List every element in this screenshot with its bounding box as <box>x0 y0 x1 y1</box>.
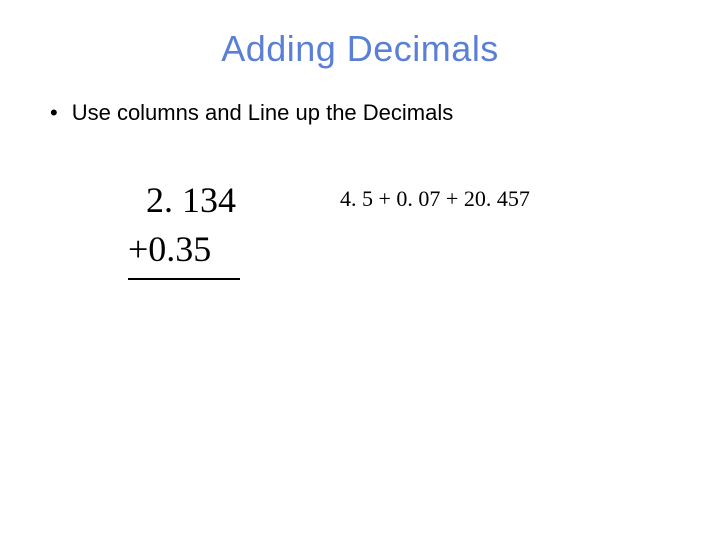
addition-line-2: +0.35 <box>128 225 240 274</box>
bullet-marker: • <box>50 100 58 126</box>
expression-block: 4. 5 + 0. 07 + 20. 457 <box>340 186 530 212</box>
content-area: 2. 134 +0.35 4. 5 + 0. 07 + 20. 457 <box>40 176 680 279</box>
addition-rule <box>128 278 240 280</box>
addition-line-1: 2. 134 <box>128 176 240 225</box>
bullet-item: • Use columns and Line up the Decimals <box>50 100 680 126</box>
page-title: Adding Decimals <box>40 28 680 70</box>
bullet-text: Use columns and Line up the Decimals <box>72 100 454 126</box>
column-addition: 2. 134 +0.35 <box>128 176 240 279</box>
expression-text: 4. 5 + 0. 07 + 20. 457 <box>340 186 530 212</box>
slide: Adding Decimals • Use columns and Line u… <box>0 0 720 540</box>
